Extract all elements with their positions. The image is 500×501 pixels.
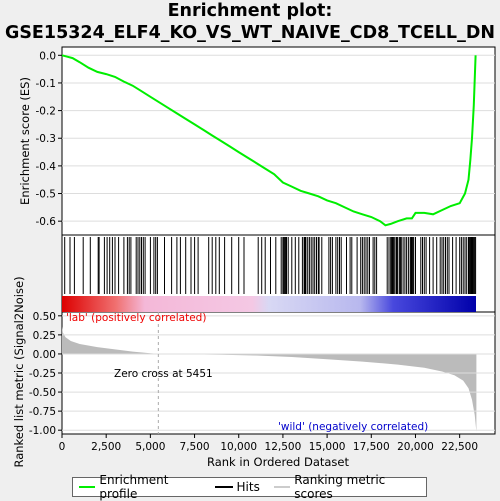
metric-ytick-label: -0.25: [29, 368, 56, 380]
lab-label: 'lab' (positively correlated): [66, 312, 206, 324]
metric-ytick-label: -0.50: [29, 387, 56, 399]
x-ticks: 0 2,500 5,000 7,500 10,000 12,500 15,000 17,500…: [59, 434, 478, 453]
xtick-label: 7,500: [180, 441, 210, 453]
metric-gridlines: [62, 315, 495, 431]
es-ytick-label: -0.3: [36, 133, 57, 145]
wild-label: 'wild' (negatively correlated): [278, 421, 428, 433]
zero-cross-label: Zero cross at 5451: [114, 368, 213, 380]
metric-ytick-label: 0.25: [33, 330, 56, 342]
es-y-ticks: 0.0 -0.1 -0.2 -0.3 -0.4 -0.5 -0.6: [36, 50, 62, 228]
xtick-label: 5,000: [135, 441, 165, 453]
title-line-1: Enrichment plot:: [167, 1, 333, 21]
xtick-label: 0: [59, 441, 66, 453]
hit-marks: [64, 237, 477, 294]
xtick-label: 2,500: [91, 441, 121, 453]
legend-swatch-enrichment: [79, 486, 96, 488]
xtick-label: 22,500: [441, 441, 478, 453]
metric-ytick-label: 0.00: [33, 349, 56, 361]
es-gridlines: [62, 54, 495, 222]
xtick-label: 12,500: [265, 441, 302, 453]
enrichment-profile-line: [61, 54, 477, 227]
chart-title: Enrichment plot: GSE15324_ELF4_KO_VS_WT_…: [0, 0, 500, 44]
legend-label-metric: Ranking metric scores: [294, 473, 386, 501]
rank-color-bar: [62, 296, 476, 312]
es-panel: [61, 46, 496, 236]
title-line-2: GSE15324_ELF4_KO_VS_WT_NAIVE_CD8_TCELL_D…: [4, 23, 496, 43]
xtick-label: 15,000: [309, 441, 346, 453]
legend-label-enrichment: Enrichment profile: [99, 473, 169, 501]
es-ytick-label: -0.1: [36, 78, 57, 90]
metric-y-axis-label: Ranked list metric (Signal2Noise): [12, 276, 26, 467]
metric-y-ticks: 0.50 0.25 0.00 -0.25 -0.50 -0.75 -1.00: [29, 311, 62, 437]
xtick-label: 17,500: [353, 441, 390, 453]
es-ytick-label: -0.2: [36, 106, 57, 118]
legend-swatch-hits: [214, 486, 233, 488]
es-ytick-label: -0.4: [36, 161, 57, 173]
legend-swatch-metric: [273, 486, 291, 488]
es-ytick-label: 0.0: [39, 50, 56, 62]
es-y-axis-label: Enrichment score (ES): [18, 77, 32, 205]
legend-item-metric: Ranking metric scores: [273, 473, 416, 501]
x-axis-label: Rank in Ordered Dataset: [207, 455, 350, 469]
legend: Enrichment profile Hits Ranking metric s…: [72, 473, 427, 501]
xtick-label: 20,000: [397, 441, 434, 453]
es-ytick-label: -0.5: [36, 189, 57, 201]
metric-ytick-label: -0.75: [29, 406, 56, 418]
xtick-label: 10,000: [220, 441, 257, 453]
legend-item-hits: Hits: [214, 480, 260, 494]
legend-item-enrichment: Enrichment profile: [79, 473, 201, 501]
metric-ytick-label: -1.00: [29, 425, 56, 437]
metric-ytick-label: 0.50: [33, 311, 56, 323]
es-ytick-label: -0.6: [36, 216, 57, 228]
legend-label-hits: Hits: [236, 480, 260, 494]
